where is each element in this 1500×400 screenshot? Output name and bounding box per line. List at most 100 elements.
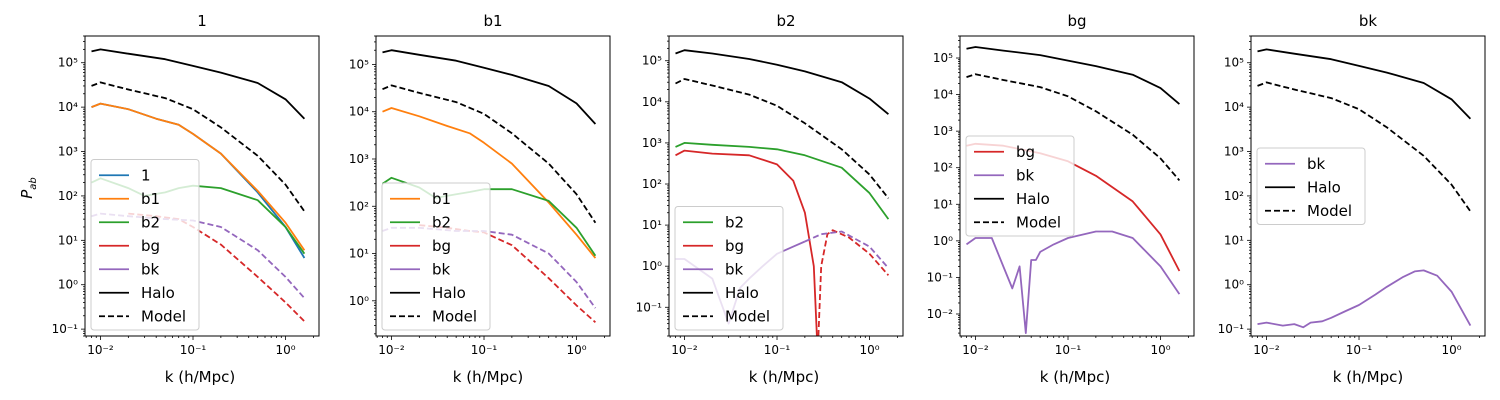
legend-label: bg xyxy=(725,237,744,255)
x-tick-label: 10⁰ xyxy=(1441,343,1461,357)
legend-label: Halo xyxy=(725,284,759,302)
y-tick-label: 10⁰ xyxy=(1224,278,1244,292)
series-line xyxy=(966,73,1181,181)
series-line xyxy=(382,49,597,125)
x-axis-label: k (h/Mpc) xyxy=(453,368,523,386)
series-group xyxy=(1257,48,1472,329)
y-tick-label: 10² xyxy=(58,189,78,203)
x-axis-label: k (h/Mpc) xyxy=(165,368,235,386)
y-tick-label: 10² xyxy=(642,177,662,191)
axes-frame xyxy=(84,35,320,337)
legend-box xyxy=(674,206,784,331)
y-tick-label: 10³ xyxy=(933,124,953,138)
y-axis-label-subscript: ab xyxy=(28,177,39,189)
x-tick-label: 10⁰ xyxy=(275,343,295,357)
x-axis-label: k (h/Mpc) xyxy=(1333,368,1403,386)
series-line xyxy=(91,48,306,120)
chart-panel-2: b2 10⁻² 10⁻¹ 10⁰ 10⁻¹ 10⁰ 10¹ 10² 10³ 10⁴ 10⁵ b2 b… xyxy=(636,12,904,357)
y-tick-label: 10² xyxy=(349,199,369,213)
legend: b1 b2 bg bk Halo Model xyxy=(381,182,491,331)
y-tick-label: 10³ xyxy=(642,136,662,150)
legend-label: b2 xyxy=(432,213,451,231)
legend-label: b1 xyxy=(141,190,160,208)
y-tick-label: 10⁵ xyxy=(642,54,662,68)
y-tick-label: 10⁴ xyxy=(349,105,369,119)
panel-title: b2 xyxy=(776,12,795,30)
series-line xyxy=(675,49,889,115)
series-line xyxy=(1257,48,1472,120)
legend-label: Model xyxy=(432,307,477,325)
y-tick-label: 10⁴ xyxy=(58,100,78,114)
chart-panel-1: b1 10⁻² 10⁻¹ 10⁰ 10⁰ 10¹ 10² 10³ 10⁴ 10⁵ b1 b2 bg… xyxy=(349,12,611,357)
x-tick-label: 10⁻¹ xyxy=(471,343,498,357)
y-tick-label: 10¹ xyxy=(642,218,662,232)
x-tick-label: 10⁰ xyxy=(859,343,879,357)
legend-label: bk xyxy=(725,260,744,278)
axes-frame xyxy=(959,35,1195,337)
series-line xyxy=(675,78,890,199)
legend-label: bk xyxy=(141,260,160,278)
y-tick-label: 10⁴ xyxy=(933,88,953,102)
y-tick-label: 10⁻¹ xyxy=(52,322,79,336)
legend-box xyxy=(90,159,200,331)
legend-label: bk xyxy=(1016,166,1035,184)
y-tick-label: 10⁴ xyxy=(1224,100,1244,114)
y-tick-label: 10¹ xyxy=(933,197,953,211)
legend-label: Halo xyxy=(1016,190,1050,208)
panel-title: 1 xyxy=(197,12,207,30)
y-tick-label: 10¹ xyxy=(1224,233,1244,247)
axes-frame xyxy=(375,35,611,337)
series-line xyxy=(966,46,1180,105)
y-tick-label: 10¹ xyxy=(349,247,369,261)
y-tick-label: 10¹ xyxy=(58,233,78,247)
x-tick-label: 10⁻² xyxy=(671,343,698,357)
axes-frame xyxy=(1250,35,1486,337)
legend: 1 b1 b2 bg bk Halo Model xyxy=(90,159,200,331)
x-axis-label: k (h/Mpc) xyxy=(1040,368,1110,386)
legend-label: bg xyxy=(1016,143,1035,161)
legend-label: b2 xyxy=(141,213,160,231)
legend-label: b1 xyxy=(432,190,451,208)
y-tick-label: 10⁻¹ xyxy=(636,300,663,314)
x-tick-label: 10⁻¹ xyxy=(1055,343,1082,357)
legend-label: bk xyxy=(1307,155,1326,173)
legend-label: Model xyxy=(141,307,186,325)
series-line xyxy=(91,102,306,251)
legend-label: Halo xyxy=(1307,178,1341,196)
chart-panel-4: bk 10⁻² 10⁻¹ 10⁰ 10⁻¹ 10⁰ 10¹ 10² 10³ 10⁴ 10⁵ bk Ha… xyxy=(1218,12,1486,357)
series-line xyxy=(675,142,890,220)
series-line xyxy=(675,149,818,336)
legend-box xyxy=(965,135,1075,237)
x-tick-label: 10⁻² xyxy=(378,343,405,357)
x-tick-label: 10⁻¹ xyxy=(764,343,791,357)
legend-box xyxy=(1256,147,1366,225)
series-line xyxy=(804,230,890,269)
x-tick-label: 10⁻² xyxy=(87,343,114,357)
y-tick-label: 10⁰ xyxy=(349,294,369,308)
legend-label: b2 xyxy=(725,213,744,231)
x-axis-label: k (h/Mpc) xyxy=(749,368,819,386)
legend-label: Model xyxy=(725,307,770,325)
series-line xyxy=(91,81,306,212)
x-tick-label: 10⁻¹ xyxy=(180,343,207,357)
y-tick-label: 10⁻¹ xyxy=(1218,322,1245,336)
panel-title: bk xyxy=(1359,12,1378,30)
y-tick-label: 10³ xyxy=(1224,145,1244,159)
y-tick-label: 10³ xyxy=(349,152,369,166)
y-axis-label-group: Pab xyxy=(18,177,39,199)
legend-label: Model xyxy=(1307,202,1352,220)
y-tick-label: 10⁴ xyxy=(642,95,662,109)
x-tick-label: 10⁰ xyxy=(1150,343,1170,357)
legend-label: 1 xyxy=(141,166,151,184)
legend: bk Halo Model xyxy=(1256,147,1366,225)
x-tick-label: 10⁻¹ xyxy=(1346,343,1373,357)
x-tick-label: 10⁰ xyxy=(566,343,586,357)
y-tick-label: 10⁻¹ xyxy=(927,270,954,284)
y-tick-label: 10⁵ xyxy=(933,51,953,65)
series-line xyxy=(1257,269,1472,329)
y-tick-label: 10⁰ xyxy=(642,259,662,273)
chart-panel-0: 1 10⁻² 10⁻¹ 10⁰ 10⁻¹ 10⁰ 10¹ 10² 10³ 10⁴ 10⁵ 1 b1 b… xyxy=(52,12,320,357)
legend-label: Model xyxy=(1016,213,1061,231)
